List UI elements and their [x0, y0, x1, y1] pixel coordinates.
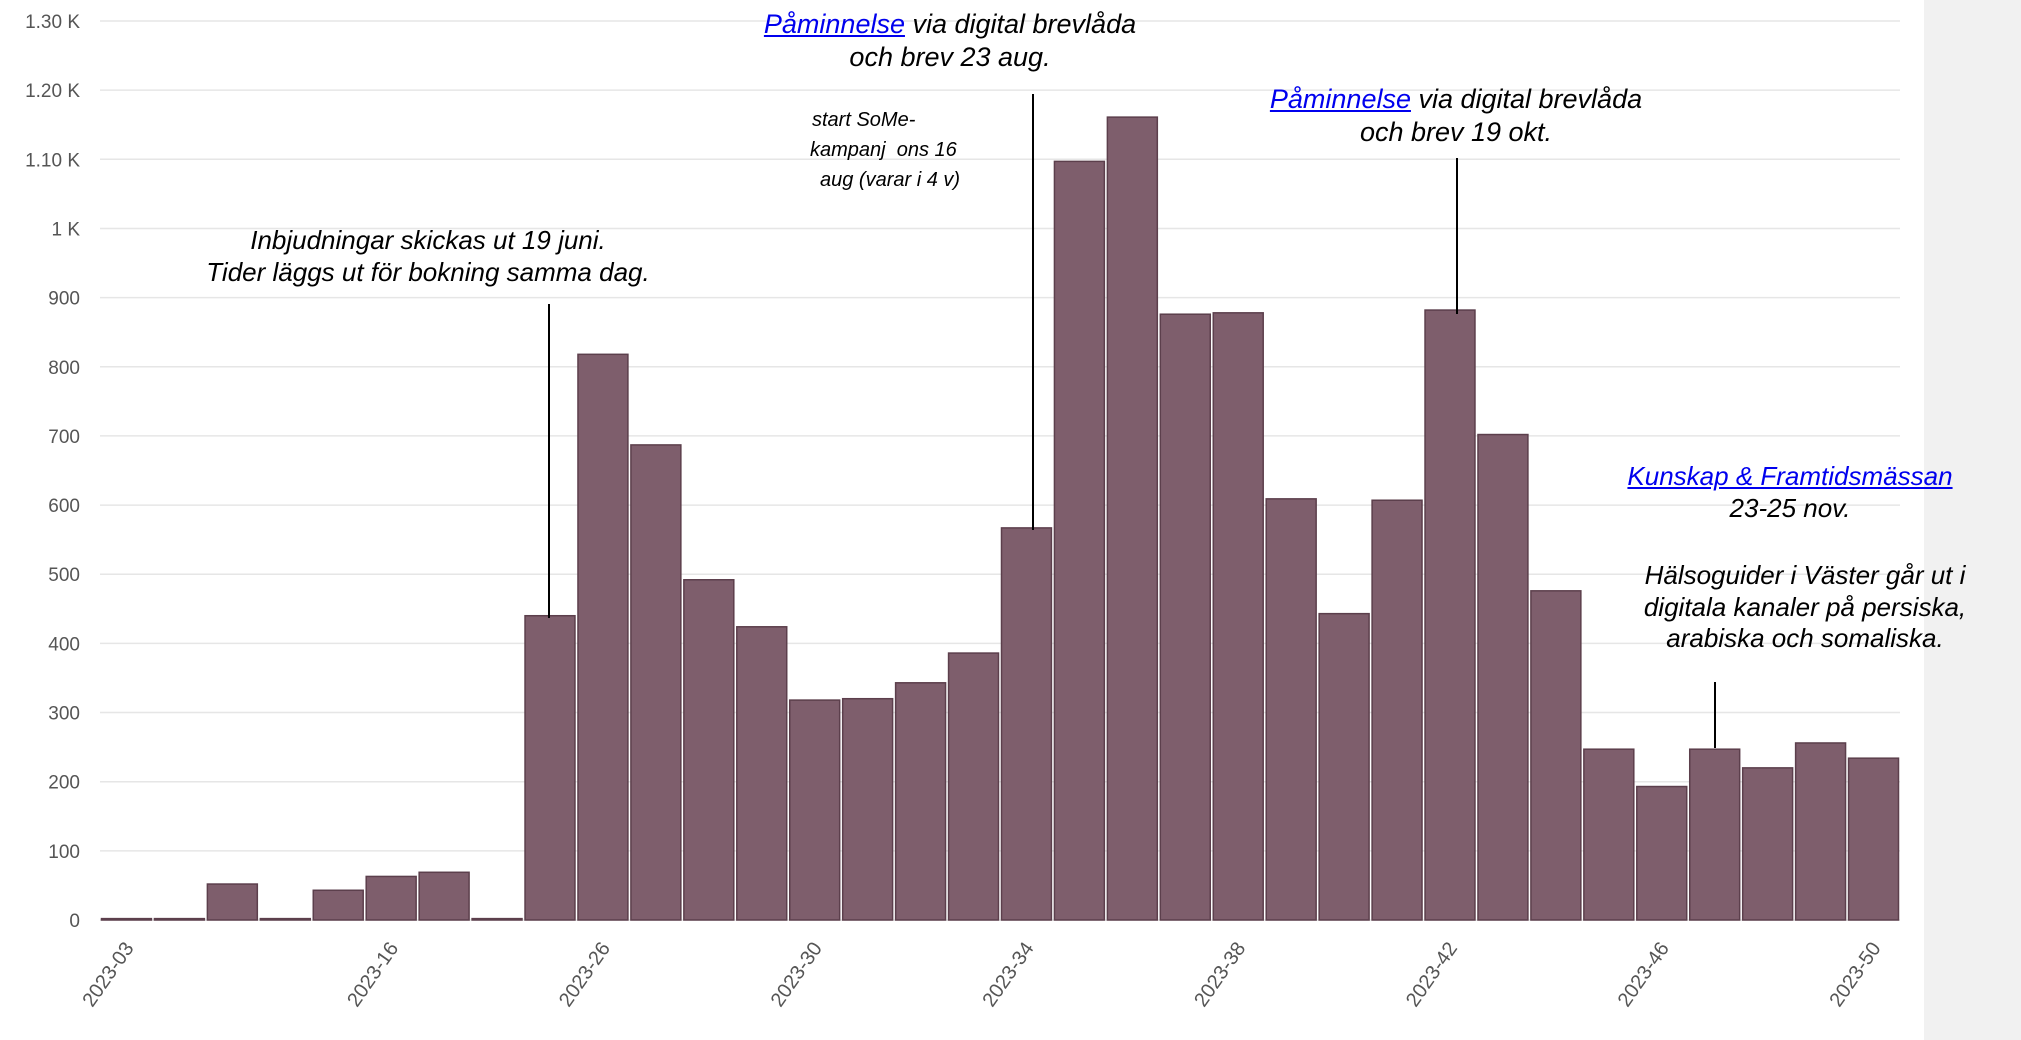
y-tick-label: 100 — [48, 842, 80, 863]
bar-2023-42[interactable] — [1424, 309, 1476, 921]
fair-line2: 23-25 nov. — [1729, 492, 1851, 523]
y-tick-label: 1 K — [51, 219, 80, 240]
reminder-aug-link[interactable]: Påminnelse — [763, 9, 905, 39]
bar-2023-25[interactable] — [524, 614, 576, 921]
bar-2023-11[interactable] — [259, 917, 312, 921]
bar-2023-39[interactable] — [1265, 498, 1317, 921]
annotation-reminder-okt: Påminnelse via digital brevlåda och brev… — [1206, 83, 1706, 149]
leader-line-reminder-okt — [1456, 158, 1458, 314]
y-tick-label: 300 — [48, 704, 80, 725]
bar-2023-37[interactable] — [1159, 313, 1212, 921]
scrollbar-track[interactable] — [1924, 0, 2021, 1040]
bar-2023-15[interactable] — [312, 889, 364, 921]
annotation-some-line3: aug (varar i 4 v) — [820, 169, 961, 191]
annotation-some-line2: kampanj ons 16 — [810, 139, 957, 161]
x-tick-label: 2023-34 — [978, 938, 1038, 1011]
leader-line-invites — [548, 304, 550, 618]
y-tick-label: 700 — [48, 427, 80, 448]
bar-chart: 0 100 200 300 400 500 600 700 800 900 1 K 1.10 K 1.2… — [25, 12, 1900, 1011]
bar-2023-33[interactable] — [947, 652, 1000, 921]
y-tick-label: 500 — [48, 565, 80, 586]
reminder-okt-link[interactable]: Påminnelse — [1269, 84, 1411, 114]
x-tick-label: 2023-38 — [1190, 938, 1250, 1011]
bar-2023-27[interactable] — [630, 444, 682, 921]
bar-2023-19[interactable] — [471, 917, 523, 921]
annotation-fair: Kunskap & Framtidsmässan 23-25 nov. — [1560, 461, 2020, 524]
bar-2023-29[interactable] — [736, 626, 788, 921]
bar-2023-38[interactable] — [1212, 312, 1264, 921]
bar-2023-47[interactable] — [1688, 748, 1741, 921]
bar-2023-16[interactable] — [365, 875, 417, 921]
annotation-invites-line2: Tider läggs ut för bokning samma dag. — [206, 256, 650, 287]
x-tick-label: 2023-26 — [555, 938, 615, 1011]
bar-2023-36[interactable] — [1106, 116, 1159, 921]
y-tick-label: 800 — [48, 358, 80, 379]
x-tick-label: 2023-50 — [1825, 938, 1885, 1011]
y-tick-label: 0 — [69, 911, 80, 932]
x-tick-label: 2023-46 — [1614, 938, 1674, 1011]
health-guides-line3: arabiska och somaliska. — [1666, 623, 1944, 654]
bar-2023-05[interactable] — [153, 917, 206, 921]
bar-2023-40[interactable] — [1318, 612, 1370, 921]
leader-line-health-guides — [1714, 682, 1716, 748]
bar-2023-50[interactable] — [1847, 757, 1900, 921]
reminder-okt-text: via digital brevlåda — [1410, 84, 1643, 114]
x-tick-label: 2023-42 — [1402, 938, 1462, 1011]
reminder-aug-line2: och brev 23 aug. — [849, 41, 1051, 72]
annotation-invites-line1: Inbjudningar skickas ut 19 juni. — [250, 225, 606, 255]
annotation-some-campaign: start SoMe- kampanj ons 16 aug (varar i … — [792, 105, 1032, 195]
health-guides-line1: Hälsoguider i Väster går ut i — [1644, 560, 1966, 590]
x-tick-label: 2023-16 — [343, 938, 403, 1011]
y-tick-label: 600 — [48, 496, 80, 517]
y-tick-label: 1.10 K — [25, 150, 80, 171]
y-tick-label: 1.30 K — [25, 12, 80, 33]
bar-2023-35[interactable] — [1053, 160, 1106, 921]
y-tick-label: 400 — [48, 634, 80, 655]
bar-2023-48[interactable] — [1741, 767, 1794, 921]
annotation-reminder-aug: Påminnelse via digital brevlåda och brev… — [700, 8, 1200, 74]
annotation-health-guides: Hälsoguider i Väster går ut i digitala k… — [1590, 560, 2020, 655]
x-tick-label: 2023-03 — [78, 938, 138, 1011]
bar-2023-49[interactable] — [1794, 742, 1847, 921]
annotation-invites: Inbjudningar skickas ut 19 juni. Tider l… — [148, 225, 708, 288]
reminder-okt-line2: och brev 19 okt. — [1359, 116, 1553, 147]
bar-2023-41[interactable] — [1371, 499, 1423, 921]
fair-link[interactable]: Kunskap & Framtidsmässan — [1627, 461, 1953, 491]
leader-line-reminder-aug — [1032, 94, 1034, 530]
x-tick-label: 2023-30 — [767, 938, 827, 1011]
bar-2023-06[interactable] — [206, 883, 259, 921]
bar-2023-03[interactable] — [100, 917, 153, 921]
bar-2023-45[interactable] — [1583, 748, 1635, 921]
bar-2023-26[interactable] — [577, 353, 629, 921]
bar-2023-30[interactable] — [788, 699, 841, 921]
bar-2023-43[interactable] — [1477, 433, 1529, 921]
bar-2023-31[interactable] — [841, 697, 894, 921]
reminder-aug-text: via digital brevlåda — [904, 9, 1137, 39]
bar-2023-28[interactable] — [683, 579, 735, 921]
bar-2023-44[interactable] — [1530, 590, 1582, 921]
bar-2023-18[interactable] — [418, 871, 470, 921]
chart-area: 0 100 200 300 400 500 600 700 800 900 1 K 1.10 K 1.2… — [25, 12, 1900, 1011]
health-guides-line2: digitala kanaler på persiska, — [1643, 591, 1967, 622]
y-tick-label: 1.20 K — [25, 81, 80, 102]
bar-2023-34[interactable] — [1000, 527, 1053, 921]
bar-2023-46[interactable] — [1636, 785, 1688, 921]
y-tick-label: 900 — [48, 289, 80, 310]
annotation-some-line1: start SoMe- — [812, 109, 916, 131]
y-tick-label: 200 — [48, 773, 80, 794]
bar-2023-32[interactable] — [894, 682, 947, 921]
